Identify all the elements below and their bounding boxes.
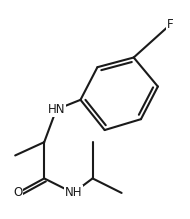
- Text: O: O: [13, 186, 22, 200]
- Text: F: F: [167, 18, 173, 31]
- Text: HN: HN: [48, 103, 65, 116]
- Text: NH: NH: [64, 186, 82, 200]
